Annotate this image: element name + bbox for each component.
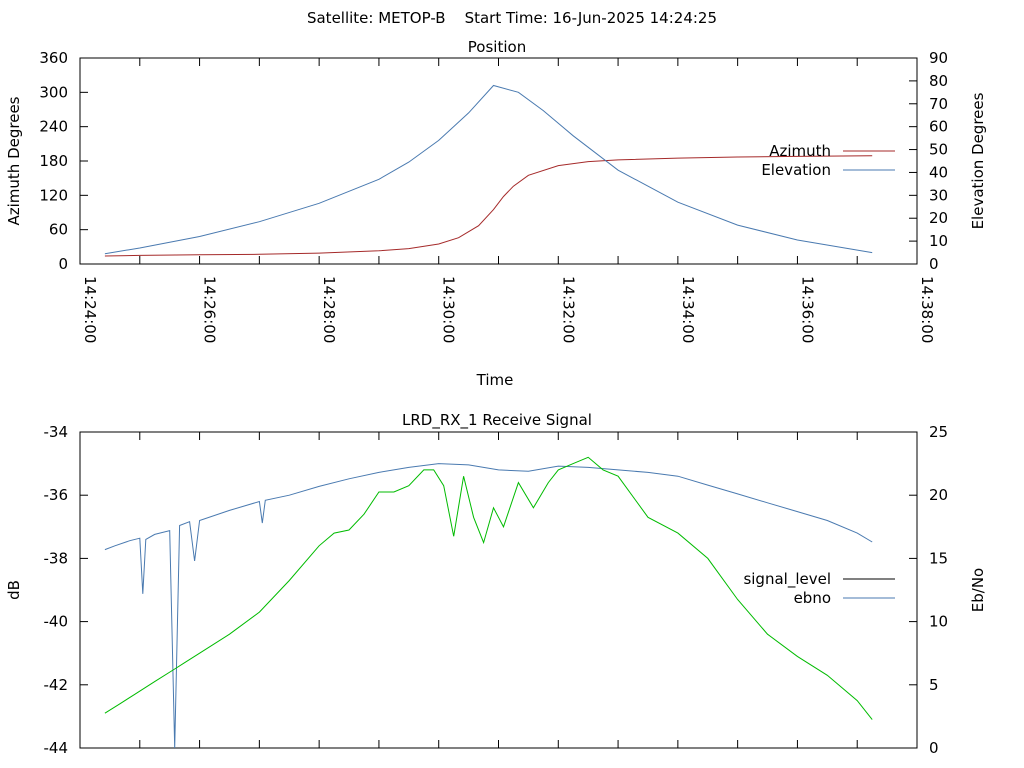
- series-line-2: [104, 456, 873, 720]
- x-tick-label: 14:32:00: [559, 276, 577, 343]
- figure-suptitle: Satellite: METOP-B Start Time: 16-Jun-20…: [307, 9, 717, 27]
- y-tick-label: 240: [39, 118, 68, 136]
- y-tick-label: 360: [39, 49, 68, 67]
- x-tick-label: 14:34:00: [679, 276, 697, 343]
- y2-tick-label: 25: [929, 423, 948, 441]
- y-tick-label: 60: [49, 221, 68, 239]
- y2-tick-label: 0: [929, 255, 939, 273]
- y2-tick-label: 0: [929, 739, 939, 757]
- signal-y-label: dB: [5, 580, 23, 600]
- position-panel: Position Azimuth Degrees Elevation Degre…: [5, 38, 987, 389]
- x-tick-label: 14:30:00: [440, 276, 458, 343]
- position-y2-label: Elevation Degrees: [969, 92, 987, 229]
- legend-label: ebno: [794, 589, 831, 607]
- legend-label: Azimuth: [769, 142, 831, 160]
- x-tick-label: 14:26:00: [201, 276, 219, 343]
- signal-title: LRD_RX_1 Receive Signal: [402, 411, 592, 430]
- position-x-label: Time: [476, 371, 514, 389]
- y2-tick-label: 80: [929, 72, 948, 90]
- series-line-1: [104, 463, 873, 749]
- y-tick-label: -34: [44, 423, 69, 441]
- y-tick-label: 180: [39, 152, 68, 170]
- y2-tick-label: 70: [929, 95, 948, 113]
- signal-plot-frame: [79, 431, 918, 749]
- x-tick-label: 14:28:00: [320, 276, 338, 343]
- y-tick-label: 120: [39, 186, 68, 204]
- y-tick-label: -40: [44, 613, 69, 631]
- y2-tick-label: 30: [929, 186, 948, 204]
- y2-tick-label: 15: [929, 549, 948, 567]
- y2-tick-label: 10: [929, 613, 948, 631]
- x-tick-label: 14:38:00: [918, 276, 936, 343]
- y2-tick-label: 5: [929, 676, 939, 694]
- x-tick-label: 14:36:00: [798, 276, 816, 343]
- y2-tick-label: 90: [929, 49, 948, 67]
- position-y-label: Azimuth Degrees: [5, 96, 23, 225]
- position-title: Position: [468, 38, 526, 56]
- y-tick-label: -42: [44, 676, 69, 694]
- y-tick-label: -36: [44, 486, 69, 504]
- series-line-0: [104, 155, 873, 257]
- series-line-1: [104, 84, 873, 255]
- y2-tick-label: 20: [929, 486, 948, 504]
- y2-tick-label: 10: [929, 232, 948, 250]
- signal-panel: LRD_RX_1 Receive Signal dB Eb/No -44 -42 -…: [5, 411, 987, 757]
- x-tick-label: 14:24:00: [81, 276, 99, 343]
- y2-tick-label: 60: [929, 118, 948, 136]
- y-tick-label: -38: [44, 549, 69, 567]
- y-tick-label: 0: [58, 255, 68, 273]
- legend-label: signal_level: [743, 570, 831, 589]
- y2-tick-label: 50: [929, 141, 948, 159]
- signal-y2-label: Eb/No: [969, 568, 987, 612]
- y2-tick-label: 20: [929, 209, 948, 227]
- y-tick-label: -44: [44, 739, 69, 757]
- legend-label: Elevation: [761, 161, 831, 179]
- y2-tick-label: 40: [929, 163, 948, 181]
- y-tick-label: 300: [39, 83, 68, 101]
